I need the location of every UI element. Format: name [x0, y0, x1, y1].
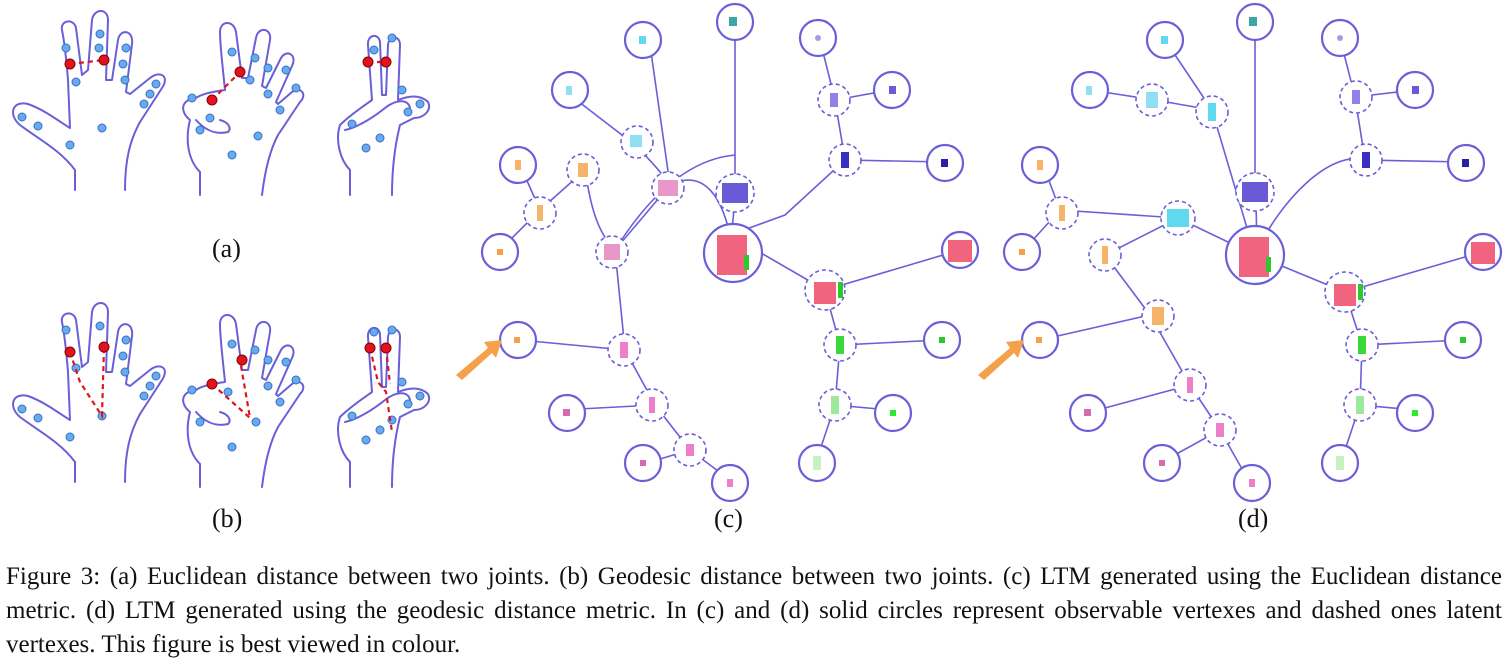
figure [12, 2, 1503, 503]
panel-c-tree [456, 2, 980, 503]
figure-caption: Figure 3: (a) Euclidean distance between… [6, 563, 1502, 658]
panel-label-b: (b) [212, 504, 243, 533]
pointer-arrow-c [456, 340, 502, 380]
pointer-arrow-d [978, 340, 1024, 380]
panel-label-a: (a) [212, 234, 241, 263]
panel-label-d: (d) [1238, 504, 1269, 533]
panel-d-tree [978, 2, 1503, 503]
panel-a-hands [12, 10, 431, 197]
panel-label-c: (c) [714, 504, 743, 533]
panel-b-hands [12, 302, 431, 488]
